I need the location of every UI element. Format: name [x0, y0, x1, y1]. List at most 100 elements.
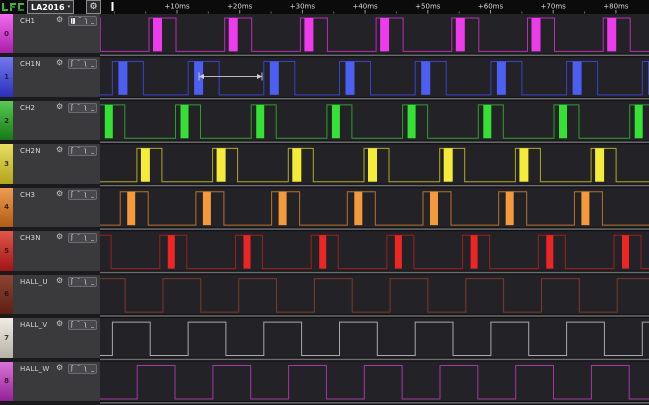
- trigger-rising-icon[interactable]: ʃ: [71, 60, 74, 68]
- channel-row-ch3[interactable]: 4 CH3 ⚙ ʃ ¯ ʅ _: [0, 187, 100, 228]
- channel-row-hall_u[interactable]: 6 HALL_U ⚙ ʃ ¯ ʅ _: [0, 274, 100, 315]
- ruler-label: +50ms: [415, 3, 441, 11]
- kingst-logo: [2, 3, 24, 11]
- trigger-rising-icon[interactable]: ʃ: [71, 103, 74, 111]
- trigger-high-icon[interactable]: ¯: [77, 277, 81, 285]
- channel-settings-gear-icon[interactable]: ⚙: [56, 58, 64, 68]
- channel-number: 0: [4, 29, 9, 38]
- channel-settings-gear-icon[interactable]: ⚙: [56, 15, 64, 24]
- wave-hall_v: [100, 321, 649, 357]
- trigger-falling-icon[interactable]: ʅ: [84, 277, 87, 285]
- trigger-low-icon[interactable]: _: [90, 234, 94, 242]
- channel-settings-gear-icon[interactable]: ⚙: [56, 275, 64, 285]
- waveform-canvas[interactable]: [100, 14, 649, 405]
- trigger-selector: ʃ ¯ ʅ _: [68, 16, 97, 26]
- wave-burst-ch2: [483, 104, 492, 139]
- channel-row-ch2[interactable]: 2 CH2 ⚙ ʃ ¯ ʅ _: [0, 100, 100, 141]
- channel-settings-gear-icon[interactable]: ⚙: [56, 319, 64, 329]
- trigger-falling-icon[interactable]: ʅ: [84, 234, 87, 242]
- wave-burst-ch3: [505, 191, 514, 226]
- trigger-falling-icon[interactable]: ʅ: [84, 103, 87, 111]
- channel-color-badge: 2: [0, 100, 13, 141]
- trigger-falling-icon[interactable]: ʅ: [84, 190, 87, 198]
- channel-color-badge: 8: [0, 361, 13, 401]
- wave-burst-ch1n: [118, 61, 128, 95]
- channel-row-hall_v[interactable]: 7 HALL_V ⚙ ʃ ¯ ʅ _: [0, 318, 100, 358]
- trigger-low-icon[interactable]: _: [90, 364, 94, 372]
- channel-number: 1: [4, 73, 9, 82]
- trigger-low-icon[interactable]: _: [90, 147, 94, 155]
- trigger-low-icon[interactable]: _: [90, 277, 94, 285]
- trigger-high-icon[interactable]: ¯: [78, 17, 82, 24]
- wave-burst-ch3n: [319, 235, 327, 269]
- ruler-label: +70ms: [541, 3, 567, 11]
- channel-name-label: HALL_W: [20, 364, 50, 373]
- trigger-selector: ʃ ¯ ʅ _: [68, 59, 97, 70]
- trigger-low-icon[interactable]: _: [90, 17, 94, 24]
- trigger-rising-icon[interactable]: ʃ: [71, 190, 74, 198]
- trigger-rising-icon[interactable]: ʃ: [71, 234, 74, 242]
- wave-burst-ch1: [228, 18, 238, 52]
- channel-name-label: CH1: [20, 17, 36, 25]
- channel-number: 6: [4, 290, 9, 299]
- trigger-selector: ʃ ¯ ʅ _: [68, 102, 97, 113]
- channel-row-ch1[interactable]: 0 CH1 ⚙ ʃ ¯ ʅ _: [0, 14, 100, 54]
- wave-burst-ch3n: [470, 235, 478, 269]
- trigger-high-icon[interactable]: ¯: [77, 60, 81, 68]
- wave-burst-ch2: [407, 104, 416, 139]
- measurement-arrow[interactable]: [198, 72, 263, 81]
- channel-row-ch1n[interactable]: 1 CH1N ⚙ ʃ ¯ ʅ _: [0, 57, 100, 97]
- channel-number: 2: [4, 116, 9, 125]
- channel-number: 7: [4, 333, 9, 342]
- trigger-high-icon[interactable]: ¯: [77, 321, 81, 329]
- channel-color-badge: 4: [0, 187, 13, 228]
- channel-name-label: HALL_U: [20, 277, 48, 286]
- wave-burst-ch3: [278, 191, 287, 226]
- trigger-rising-icon[interactable]: ʃ: [71, 364, 74, 372]
- trigger-low-icon[interactable]: _: [90, 60, 94, 68]
- trigger-falling-icon[interactable]: ʅ: [84, 60, 87, 68]
- trigger-rising-icon[interactable]: ʃ: [71, 147, 74, 155]
- channel-color-badge: 3: [0, 144, 13, 184]
- wave-burst-ch1: [380, 18, 390, 52]
- wave-burst-ch1n: [345, 61, 355, 95]
- channel-name-label: HALL_V: [20, 321, 48, 330]
- trigger-low-icon[interactable]: _: [90, 321, 94, 329]
- trigger-high-icon[interactable]: ¯: [77, 103, 81, 111]
- channel-settings-gear-icon[interactable]: ⚙: [56, 362, 64, 372]
- trigger-falling-icon[interactable]: ʅ: [84, 147, 87, 155]
- channel-row-hall_w[interactable]: 8 HALL_W ⚙ ʃ ¯ ʅ _: [0, 361, 100, 401]
- gear-icon: ⚙: [89, 2, 98, 12]
- trigger-selector: ʃ ¯ ʅ _: [68, 276, 97, 287]
- trigger-rising-icon[interactable]: ʃ: [71, 17, 76, 24]
- channel-settings-gear-icon[interactable]: ⚙: [56, 188, 64, 198]
- wave-burst-ch2n: [519, 148, 529, 182]
- channel-settings-gear-icon[interactable]: ⚙: [56, 101, 64, 111]
- trigger-selector: ʃ ¯ ʅ _: [68, 320, 97, 331]
- trigger-rising-icon[interactable]: ʃ: [71, 321, 74, 329]
- trigger-falling-icon[interactable]: ʅ: [84, 364, 87, 372]
- device-select-button[interactable]: LA2016 ▾: [27, 0, 75, 14]
- settings-button[interactable]: ⚙: [86, 0, 101, 14]
- timeline-ruler[interactable]: +10ms +20ms +30ms +40ms +50ms +60ms +70ms +80ms: [0, 0, 649, 14]
- ruler-label: +20ms: [227, 3, 253, 11]
- trigger-low-icon[interactable]: _: [90, 190, 94, 198]
- trigger-high-icon[interactable]: ¯: [77, 364, 81, 372]
- trigger-high-icon[interactable]: ¯: [77, 234, 81, 242]
- ruler-label: +60ms: [478, 3, 504, 11]
- trigger-high-icon[interactable]: ¯: [77, 147, 81, 155]
- ruler-label: +10ms: [164, 3, 190, 11]
- trigger-low-icon[interactable]: _: [90, 103, 94, 111]
- trigger-high-icon[interactable]: ¯: [77, 190, 81, 198]
- trigger-falling-icon[interactable]: ʅ: [84, 17, 88, 24]
- channel-row-ch3n[interactable]: 5 CH3N ⚙ ʃ ¯ ʅ _: [0, 231, 100, 271]
- channel-settings-gear-icon[interactable]: ⚙: [56, 145, 64, 155]
- wave-burst-ch1: [153, 18, 162, 52]
- channel-settings-gear-icon[interactable]: ⚙: [56, 232, 64, 242]
- wave-burst-ch1: [531, 18, 541, 52]
- channel-name-label: CH3: [20, 190, 36, 199]
- wave-burst-ch2: [180, 104, 189, 139]
- trigger-rising-icon[interactable]: ʃ: [71, 277, 74, 285]
- channel-row-ch2n[interactable]: 3 CH2N ⚙ ʃ ¯ ʅ _: [0, 144, 100, 184]
- trigger-falling-icon[interactable]: ʅ: [84, 321, 87, 329]
